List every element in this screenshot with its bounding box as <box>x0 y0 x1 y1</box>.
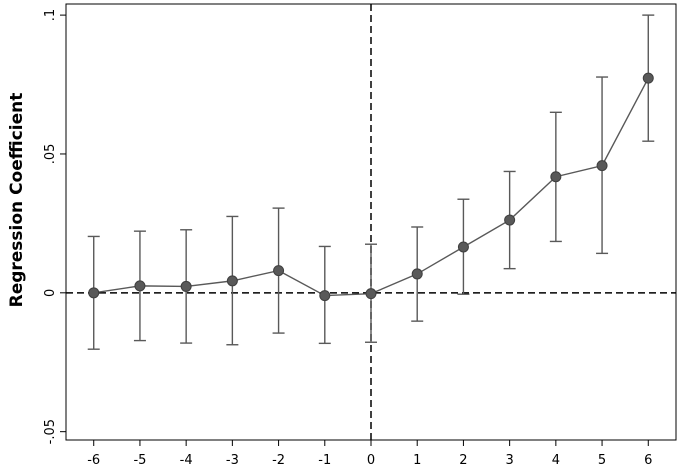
x-tick-label: 5 <box>598 453 606 468</box>
x-tick-label: -3 <box>226 453 239 468</box>
coefficient-point <box>319 290 331 302</box>
coefficient-point <box>134 280 146 292</box>
coefficient-point <box>411 268 423 280</box>
x-tick-label: 2 <box>459 453 467 468</box>
y-tick-label: .1 <box>43 9 58 21</box>
coefficient-point <box>504 214 516 226</box>
coefficient-point <box>88 287 100 299</box>
coefficient-point <box>596 160 608 172</box>
reference-lines <box>66 4 676 440</box>
coefficient-point <box>226 275 238 287</box>
x-tick-label: 6 <box>644 453 652 468</box>
coefficient-point <box>365 288 377 300</box>
series <box>88 72 654 302</box>
y-tick-label: 0 <box>43 289 58 297</box>
y-tick-label: .05 <box>43 144 58 165</box>
x-tick-label: 1 <box>413 453 421 468</box>
coefficient-point <box>550 171 562 183</box>
x-tick-label: -6 <box>87 453 100 468</box>
coefficient-point <box>180 280 192 292</box>
x-tick-label: -4 <box>180 453 193 468</box>
x-tick-label: -5 <box>133 453 146 468</box>
y-axis-title: Regression Coefficient <box>7 93 27 308</box>
plot-frame <box>65 3 677 441</box>
coefficient-point <box>273 265 285 277</box>
x-tick-label: -1 <box>318 453 331 468</box>
coefficient-point <box>642 72 654 84</box>
x-tick-label: -2 <box>272 453 285 468</box>
y-tick-label: -.05 <box>43 419 58 444</box>
coefficient-point <box>457 241 469 253</box>
x-tick-label: 4 <box>552 453 560 468</box>
axes: -6 -5 -4 -3 -2 -1 0 1 2 3 4 5 6 -.05 0 .05 .1 <box>43 9 652 468</box>
x-tick-label: 0 <box>367 453 375 468</box>
x-tick-label: 3 <box>505 453 513 468</box>
